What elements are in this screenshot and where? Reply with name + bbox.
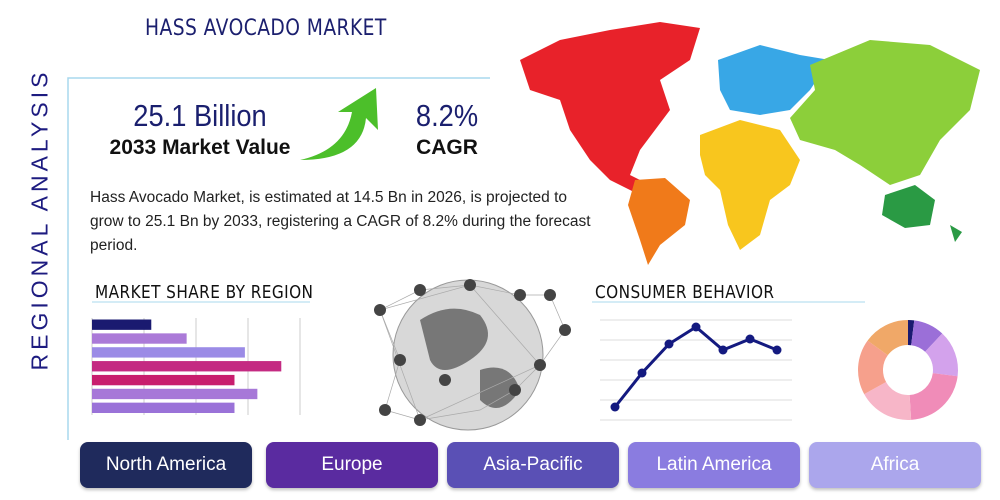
bar [92,319,152,330]
region-button[interactable]: Europe [266,442,438,488]
bar [92,333,187,344]
stat-value: 25.1 Billion [133,98,267,133]
description: Hass Avocado Market, is estimated at 14.… [90,189,591,254]
region-button[interactable]: Africa [809,442,981,488]
donut-slice [858,340,888,395]
stat-value: 8.2% [415,98,479,133]
region-button[interactable]: North America [80,442,252,488]
section-title: CONSUMER BEHAVIOR [595,282,775,303]
stat-label: 2033 Market Value [109,136,291,159]
donut-slice [864,382,912,420]
bar [92,402,235,413]
point [718,345,728,355]
bar [92,347,245,358]
bar [92,361,282,372]
growth-arrow [300,88,378,160]
frame [67,77,490,440]
world-map [520,22,980,265]
bar [92,388,258,400]
donut-slice [867,320,908,356]
donut-slice [925,333,958,377]
point [772,345,782,355]
donut-slice [908,320,915,346]
point [745,334,755,344]
section-title: MARKET SHARE BY REGION [95,282,314,303]
point [664,339,674,349]
region-button[interactable]: Latin America [628,442,800,488]
point [637,368,647,378]
point [691,322,701,332]
side-label: REGIONAL ANALYSIS [26,68,53,371]
region-button[interactable]: Asia-Pacific [447,442,619,488]
donut-slice [911,320,943,352]
network-globe [374,279,571,431]
bar [92,374,235,386]
page-title: HASS AVOCADO MARKET [145,16,387,41]
donut-slice [909,373,958,420]
stat-label: CAGR [416,136,478,159]
point [610,402,620,412]
